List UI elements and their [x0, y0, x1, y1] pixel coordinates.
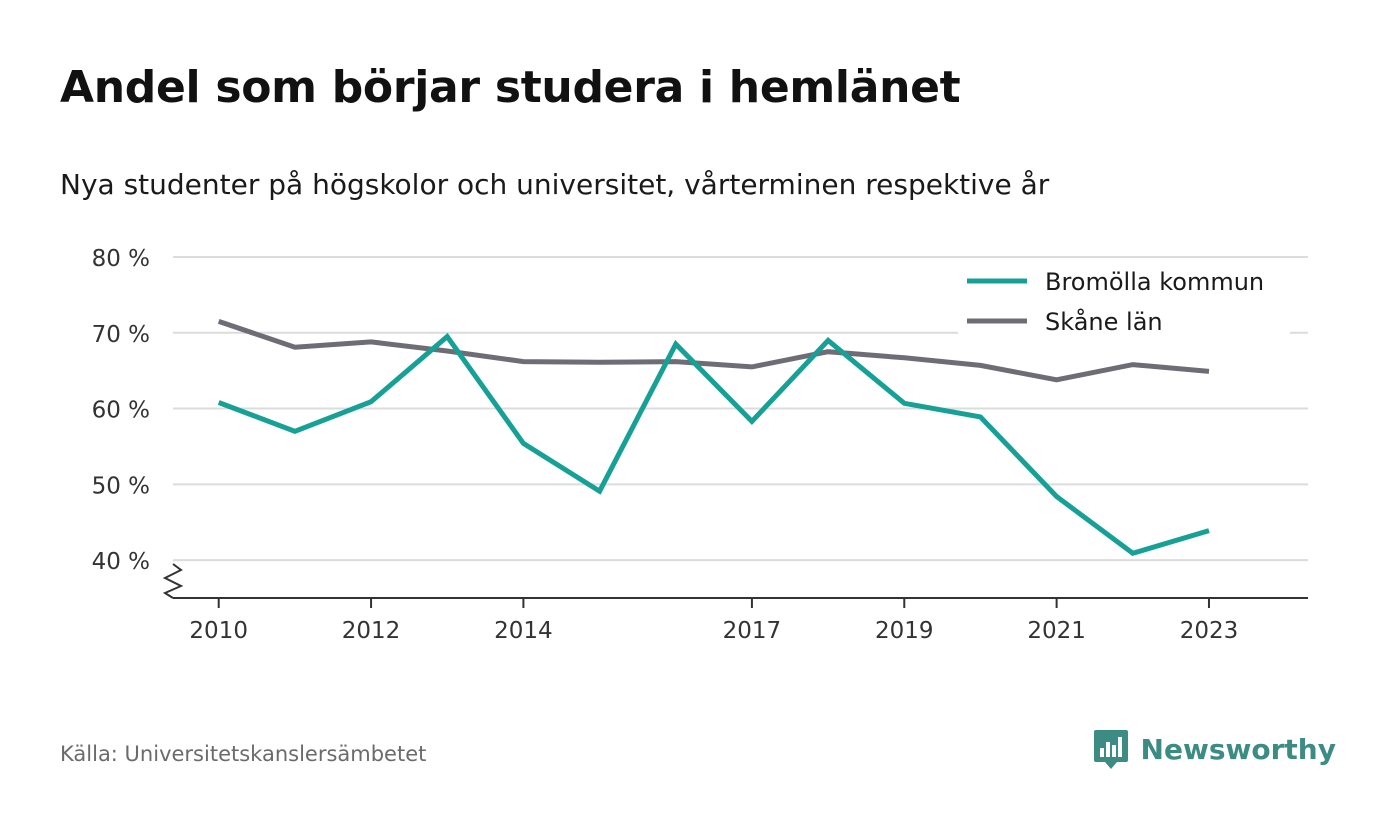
y-axis-tick-labels: 40 % 50 % 60 % 70 % 80 %	[92, 246, 150, 575]
chart-title: Andel som börjar studera i hemlänet	[60, 62, 961, 113]
x-axis	[162, 563, 1308, 608]
x-axis-tick-labels: 2010 2012 2014 2017 2019 2021 2023	[189, 618, 1238, 644]
newsworthy-logo-icon	[1093, 730, 1128, 769]
line-chart: 40 %50 %60 %70 %80 % 2010 2012 2014 2017 201…	[92, 246, 1308, 644]
x-tick-label: 2014	[494, 618, 553, 644]
brand-logo: Newsworthy	[1093, 728, 1336, 770]
legend: Bromölla kommun Skåne län	[958, 262, 1290, 340]
y-tick-label: 80 %	[92, 246, 150, 272]
chart-subtitle: Nya studenter på högskolor och universit…	[60, 168, 1050, 201]
series-line-skane-lan	[217, 319, 1210, 383]
series-lines	[217, 319, 1210, 557]
x-tick-label: 2023	[1180, 618, 1239, 644]
x-tick-label: 2021	[1027, 618, 1086, 644]
x-tick-label: 2017	[723, 618, 782, 644]
axis-break-icon	[162, 563, 184, 599]
y-tick-label: 40 %	[92, 549, 150, 575]
legend-background	[958, 262, 1290, 340]
legend-label: Skåne län	[1045, 307, 1163, 336]
x-tick-label: 2010	[189, 618, 248, 644]
y-tick-label: 70 %	[92, 322, 150, 348]
brand-name: Newsworthy	[1140, 732, 1336, 766]
x-tick-label: 2019	[875, 618, 934, 644]
series-line-bromolla-kommun	[217, 332, 1210, 557]
x-tick-label: 2012	[342, 618, 401, 644]
y-tick-label: 50 %	[92, 473, 150, 499]
y-tick-label: 60 %	[92, 398, 150, 424]
legend-label: Bromölla kommun	[1045, 268, 1264, 296]
source-note: Källa: Universitetskanslersämbetet	[60, 742, 427, 766]
